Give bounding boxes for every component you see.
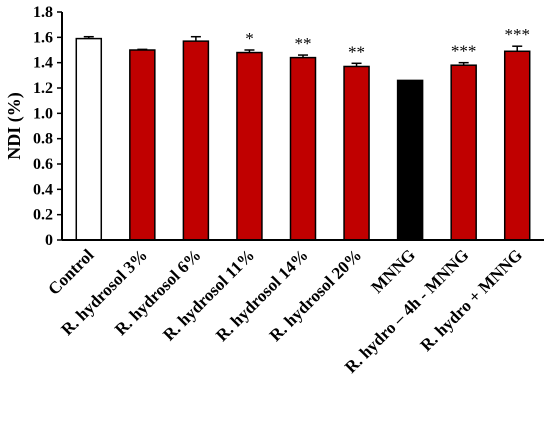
significance-annotations: * ** ** ****** [245,25,530,61]
x-category-label: R. hydrosol 20% [266,245,366,345]
bar [75,37,103,241]
y-tick-label: 0 [45,232,53,249]
y-tick-label: 0.6 [33,156,53,173]
bar [129,49,156,241]
significance-marker: *** [451,42,477,61]
bar [343,65,370,241]
y-tick-label: 1.4 [33,55,53,72]
bar [396,79,424,241]
y-axis-title: NDI (%) [4,92,25,160]
bar [450,64,477,241]
significance-marker: ** [348,42,365,61]
bar [503,50,531,241]
bar [236,51,263,241]
y-tick-label: 1.2 [33,80,53,97]
y-tick-label: 1.8 [33,4,53,21]
y-tick-label: 0.2 [33,207,53,224]
y-axis-ticks: 0 0.2 0.4 0.6 0.8 1.0 1.2 1.4 1.6 1.8 [33,4,62,249]
bar [182,40,210,241]
significance-marker: ** [295,34,312,53]
y-tick-label: 0.8 [33,131,53,148]
x-category-label: R. hydrosol 14% [212,245,312,345]
bars [75,37,531,241]
error-bars [83,35,523,67]
y-tick-label: 1.0 [33,105,53,122]
significance-marker: *** [504,25,530,44]
bar [289,56,317,241]
x-category-label: R. hydrosol 11% [159,245,258,344]
significance-marker: * [245,29,254,48]
x-category-label: R. hydro + MNNG [416,245,526,355]
x-category-label: MNNG [367,245,418,296]
y-tick-label: 1.6 [33,29,53,46]
x-category-label: Control [44,245,97,298]
y-tick-label: 0.4 [33,181,53,198]
